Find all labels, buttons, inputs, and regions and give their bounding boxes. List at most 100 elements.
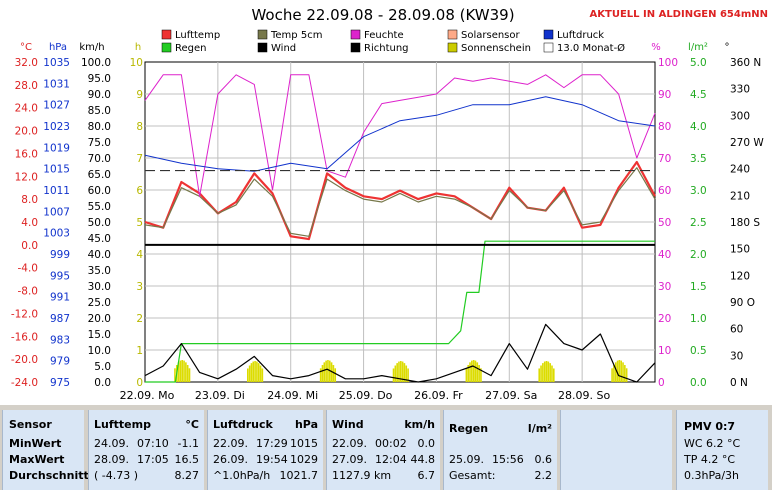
- humidity-tick-label: 40: [658, 249, 671, 261]
- sunshine-bar: [467, 365, 469, 382]
- humidity-tick-label: 90: [658, 89, 671, 101]
- wind-tick-label: 65.0: [88, 169, 111, 181]
- pressure-tick-label: 1035: [43, 57, 70, 69]
- pmv-column: PMV 0:7 WC 6.2 °C TP 4.2 °C 0.3hPa/3h: [676, 410, 768, 490]
- sunshine-bar: [256, 361, 258, 382]
- wind-column: Wind km/h 22.09. 00:02 0.0 27.09. 12:04 …: [326, 410, 440, 490]
- temp-tick-label: 16.0: [15, 148, 38, 160]
- axis-unit-label: hPa: [49, 42, 67, 53]
- wind-tick-label: 10.0: [88, 345, 111, 357]
- wind-tick-label: 50.0: [88, 217, 111, 229]
- series-line-wind: [144, 323, 656, 383]
- sunshine-bar: [250, 363, 253, 382]
- wind-max-value: 44.8: [410, 453, 436, 466]
- regen-max-date: 25.09.: [449, 453, 484, 466]
- x-axis-day-label: 22.09. Mo: [120, 389, 175, 402]
- wind-tick-label: 90.0: [88, 89, 111, 101]
- temp-tick-label: 0.0: [21, 240, 38, 252]
- sun-tick-label: 3: [136, 281, 143, 293]
- series-line-regen: [145, 240, 655, 383]
- wind-tick-label: 70.0: [88, 153, 111, 165]
- legend-label: Richtung: [364, 43, 409, 54]
- wind-tick-label: 95.0: [88, 73, 111, 85]
- legend-swatch: [543, 42, 554, 53]
- chart: Woche 22.09.08 - 28.09.08 (KW39) AKTUELL…: [10, 6, 768, 402]
- x-axis-day-label: 25.09. Do: [339, 389, 393, 402]
- wind-tick-label: 5.0: [94, 361, 111, 373]
- wind-min-time: 00:02: [375, 437, 407, 450]
- luftdruck-max-time: 19:54: [256, 453, 288, 466]
- humidity-tick-label: 80: [658, 121, 671, 133]
- sunshine-bar: [259, 365, 262, 382]
- direction-tick-label: 360 N: [730, 57, 761, 69]
- axis-unit-label: %: [651, 42, 661, 53]
- direction-tick-label: 150: [730, 244, 750, 256]
- luftdruck-avg-value: 1021.7: [279, 469, 319, 482]
- sunshine-bar: [469, 362, 471, 382]
- temp-tick-label: 24.0: [15, 103, 38, 115]
- sunshine-bars: [174, 360, 628, 382]
- sun-tick-label: 4: [136, 249, 143, 261]
- wind-tick-label: 55.0: [88, 201, 111, 213]
- sun-tick-label: 2: [136, 313, 143, 325]
- luftdruck-min-time: 17:29: [256, 437, 288, 450]
- sunshine-bar: [542, 363, 544, 382]
- wind-tick-label: 75.0: [88, 137, 111, 149]
- pressure-tick-label: 1003: [43, 228, 70, 240]
- pressure-tick-label: 999: [50, 249, 70, 261]
- sunshine-bar: [465, 368, 468, 382]
- sun-tick-label: 10: [130, 57, 143, 69]
- rain-tick-label: 3.0: [690, 185, 707, 197]
- legend-label: Temp 5cm: [270, 30, 322, 41]
- sunshine-bar: [545, 361, 548, 382]
- humidity-tick-label: 30: [658, 281, 671, 293]
- sun-tick-label: 6: [136, 185, 143, 197]
- wind-min-value: 0.0: [417, 437, 436, 450]
- humidity-tick-label: 10: [658, 345, 671, 357]
- sun-tick-label: 0: [136, 377, 143, 389]
- sunshine-bar: [261, 368, 264, 382]
- sunshine-bar: [181, 360, 184, 382]
- legend-swatch: [161, 42, 172, 53]
- regen-total-value: 2.2: [534, 469, 553, 482]
- sunshine-bar: [325, 360, 327, 382]
- sunshine-bar: [394, 365, 397, 382]
- luftdruck-unit: hPa: [294, 418, 318, 431]
- sensor-header: Sensor: [9, 418, 52, 431]
- legend-label: Sonnenschein: [461, 43, 531, 54]
- wind-tick-label: 80.0: [88, 121, 111, 133]
- sunshine-bar: [321, 365, 324, 382]
- sunshine-bar: [398, 361, 400, 382]
- pressure-tick-label: 1027: [43, 100, 70, 112]
- rain-tick-label: 0.5: [690, 345, 707, 357]
- regen-unit: l/m²: [527, 422, 552, 435]
- lufttemp-avg-value: 8.27: [174, 469, 200, 482]
- wind-tick-label: 40.0: [88, 249, 111, 261]
- humidity-tick-label: 20: [658, 313, 671, 325]
- rain-tick-label: 2.0: [690, 249, 707, 261]
- sunshine-bar: [620, 360, 622, 382]
- wind-tick-label: 0.0: [94, 377, 111, 389]
- wind-tick-label: 100.0: [81, 57, 111, 69]
- wind-tick-label: 45.0: [88, 233, 111, 245]
- direction-tick-label: 210: [730, 190, 750, 202]
- temp-tick-label: 4.0: [21, 217, 38, 229]
- wind-unit: km/h: [404, 418, 435, 431]
- rain-tick-label: 5.0: [690, 57, 707, 69]
- rain-tick-label: 1.0: [690, 313, 707, 325]
- regen-header: Regen: [449, 422, 489, 435]
- wind-max-date: 27.09.: [332, 453, 367, 466]
- x-axis-day-label: 23.09. Di: [195, 389, 245, 402]
- sunshine-bar: [611, 368, 613, 382]
- wind-tick-label: 25.0: [88, 297, 111, 309]
- sunshine-bar: [543, 361, 546, 382]
- wind-avg-value: 6.7: [417, 469, 436, 482]
- luftdruck-trend: ^1.0hPa/h: [213, 469, 271, 482]
- legend-swatch: [161, 29, 172, 40]
- sunshine-bar: [254, 361, 256, 382]
- temp-tick-label: -20.0: [11, 354, 38, 366]
- sensor-column: Sensor MinWert MaxWert Durchschnitt: [2, 410, 89, 490]
- wind-distance: 1127.9 km: [332, 469, 392, 482]
- sunshine-bar: [476, 362, 479, 382]
- axis-unit-label: °: [725, 42, 730, 53]
